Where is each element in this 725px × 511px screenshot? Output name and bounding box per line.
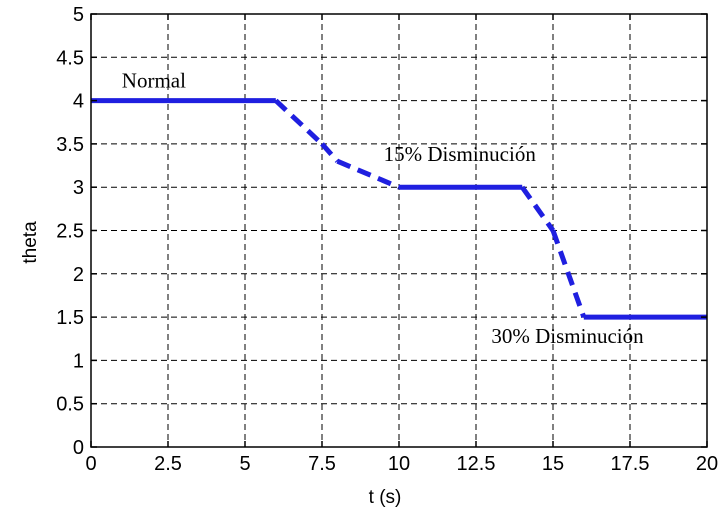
y-tick-label: 0 <box>73 437 84 459</box>
annotation-2: 30% Disminución <box>491 324 644 348</box>
y-tick-label: 0.5 <box>56 394 84 416</box>
series-segment-0-2 <box>320 142 340 163</box>
x-tick-label: 2.5 <box>154 453 182 475</box>
x-tick-label: 20 <box>696 453 718 475</box>
x-tick-label: 0 <box>85 453 96 475</box>
y-tick-label: 1.5 <box>56 307 84 329</box>
series-segment-0-5 <box>520 185 556 232</box>
x-tick-labels: 0 2.5 5 7.5 10 12.5 15 17.5 20 <box>85 453 718 475</box>
series-segment-0-6 <box>550 229 587 318</box>
y-tick-label: 5 <box>73 4 84 26</box>
y-tick-label: 3.5 <box>56 134 84 156</box>
series-theta <box>91 98 707 320</box>
grid <box>91 14 707 447</box>
x-tick-label: 5 <box>239 453 250 475</box>
tick-marks <box>90 13 708 448</box>
y-tick-label: 4 <box>73 91 84 113</box>
series-segment-0-3 <box>336 158 400 190</box>
series-segment-0-1 <box>274 98 324 146</box>
y-tick-label: 2 <box>73 264 84 286</box>
y-tick-label: 3 <box>73 177 84 199</box>
y-tick-labels: 0 0.5 1 1.5 2 2.5 3 3.5 4 4.5 5 <box>56 4 84 459</box>
annotation-0: Normal <box>122 69 186 93</box>
x-tick-label: 10 <box>388 453 410 475</box>
annotations: Normal 15% Disminución 30% Disminución <box>122 69 644 348</box>
x-tick-label: 17.5 <box>611 453 650 475</box>
x-tick-label: 15 <box>542 453 564 475</box>
x-tick-label: 12.5 <box>457 453 496 475</box>
x-tick-label: 7.5 <box>308 453 336 475</box>
y-tick-label: 2.5 <box>56 221 84 243</box>
annotation-1: 15% Disminución <box>384 142 537 166</box>
y-axis-label: theta <box>20 221 41 264</box>
x-axis-label: t (s) <box>369 487 402 508</box>
y-tick-label: 4.5 <box>56 47 84 69</box>
y-tick-label: 1 <box>73 350 84 372</box>
